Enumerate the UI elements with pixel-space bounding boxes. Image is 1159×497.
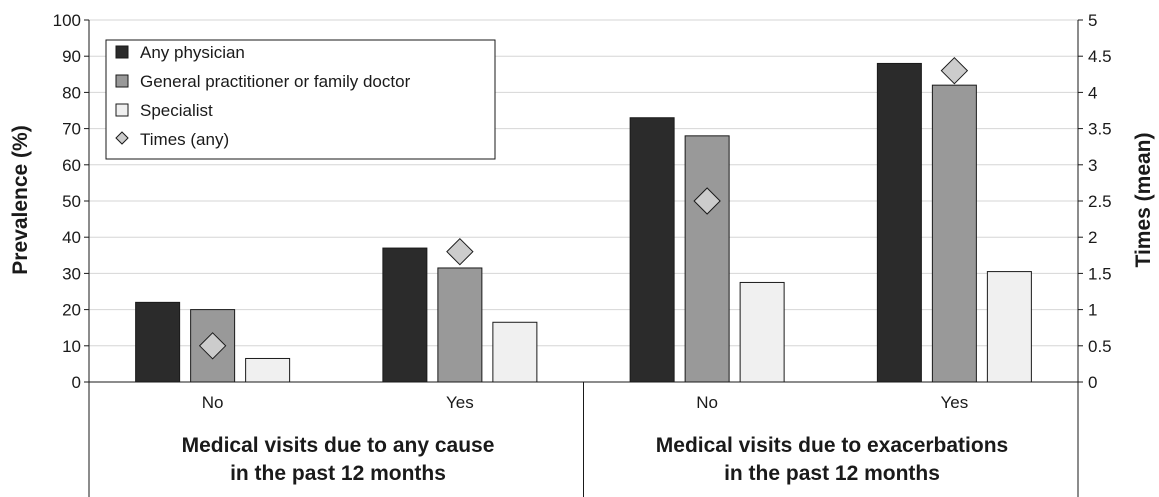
y-axis-title-left: Prevalence (%) [9,125,32,274]
y-tick-label-left: 70 [62,120,81,139]
bar [135,301,181,383]
y-tick-label-left: 60 [62,156,81,175]
bar [629,117,675,383]
bar [986,271,1032,383]
y-tick-label-right: 5 [1088,11,1097,30]
x-category-label: Yes [446,393,474,412]
legend-label-general-practitioner: General practitioner or family doctor [140,72,411,91]
y-tick-label-left: 80 [62,83,81,102]
axes: 0 10 20 30 40 50 60 70 80 90 100 0 0.5 1 1.5 2 2.5 3 3.5 4 4… [53,11,1112,497]
markers [198,56,969,360]
y-tick-label-left: 100 [53,11,81,30]
times-marker-diamond [446,237,474,266]
bar [382,247,428,383]
y-tick-label-right: 2 [1088,228,1097,247]
group-label-exacerbations-line1: Medical visits due to exacerbations [656,434,1008,457]
bar [931,84,977,383]
legend: Any physician General practitioner or fa… [105,39,496,160]
y-tick-label-right: 1 [1088,301,1097,320]
legend-label-any-physician: Any physician [140,43,245,62]
bar [437,267,483,383]
legend-label-specialist: Specialist [140,101,213,120]
y-tick-label-right: 3 [1088,156,1097,175]
times-marker-diamond [693,187,721,215]
legend-swatch-general-practitioner [115,74,129,88]
group-label-exacerbations-line2: in the past 12 months [724,462,940,485]
y-tick-label-left: 50 [62,192,81,211]
group-label-any-cause-line1: Medical visits due to any cause [182,434,495,457]
legend-swatch-specialist [115,103,129,117]
x-category-label: No [202,393,224,412]
y-tick-label-right: 3.5 [1088,120,1112,139]
bar [492,321,538,383]
y-tick-label-right: 2.5 [1088,192,1112,211]
group-label-any-cause-line2: in the past 12 months [230,462,446,485]
y-tick-label-left: 0 [72,373,81,392]
x-category-label: No [696,393,718,412]
y-tick-label-left: 10 [62,337,81,356]
times-marker-diamond [198,332,227,360]
y-tick-label-right: 1.5 [1088,264,1112,283]
bar [876,62,922,383]
y-tick-label-left: 90 [62,47,81,66]
y-tick-label-right: 4 [1088,83,1097,102]
bars [135,62,1032,383]
legend-label-times: Times (any) [140,130,229,149]
y-tick-label-right: 4.5 [1088,47,1112,66]
bar [739,281,785,383]
bar [684,135,730,383]
legend-box [105,39,496,160]
y-axis-title-right: Times (mean) [1132,133,1155,268]
bar [245,357,291,383]
y-tick-label-left: 30 [62,264,81,283]
legend-swatch-any-physician [115,45,129,59]
legend-swatch-times-diamond-icon [115,131,129,145]
y-tick-label-right: 0.5 [1088,337,1112,356]
times-marker-diamond [940,56,969,85]
y-tick-label-left: 20 [62,301,81,320]
y-tick-label-left: 40 [62,228,81,247]
x-category-label: Yes [941,393,969,412]
y-tick-label-right: 0 [1088,373,1097,392]
